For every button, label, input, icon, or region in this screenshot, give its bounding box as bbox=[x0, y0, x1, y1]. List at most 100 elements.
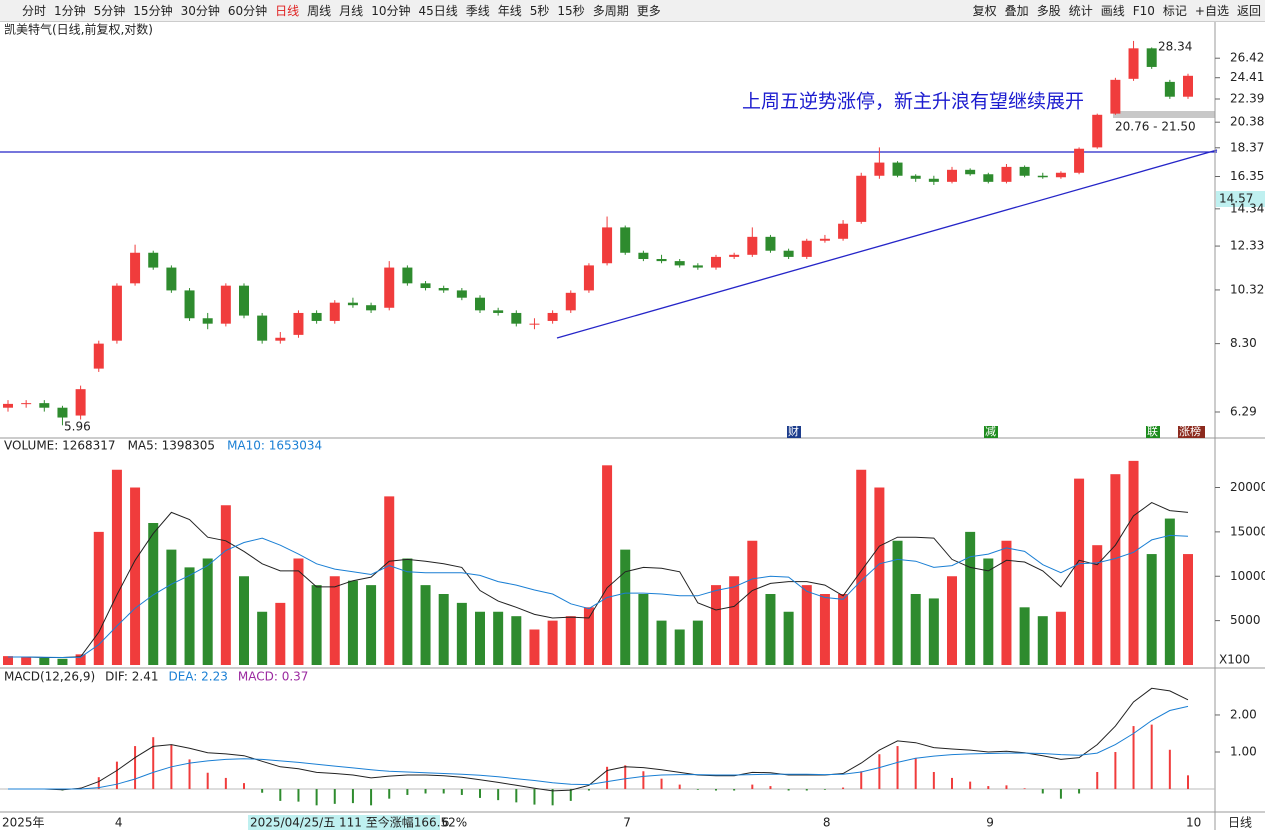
toolbar-button[interactable]: F10 bbox=[1132, 4, 1155, 18]
volume-bar bbox=[402, 558, 413, 665]
volume-bar bbox=[202, 558, 213, 665]
toolbar-button[interactable]: 1分钟 bbox=[54, 4, 86, 18]
volume-bar bbox=[384, 496, 395, 665]
toolbar-button[interactable]: 5分钟 bbox=[93, 4, 126, 18]
y-tick-label: 6.29 bbox=[1230, 404, 1257, 418]
event-label: 财 bbox=[788, 424, 799, 438]
candle-body bbox=[21, 403, 32, 405]
toolbar-button[interactable]: 45日线 bbox=[418, 4, 458, 18]
candle-body bbox=[39, 403, 50, 408]
candle-body bbox=[475, 297, 485, 311]
x-tick-label: 9 bbox=[986, 816, 994, 830]
candle-body bbox=[947, 169, 957, 182]
candle-body bbox=[892, 162, 903, 176]
toolbar-button[interactable]: 多股 bbox=[1036, 4, 1061, 18]
candle-body bbox=[1055, 172, 1066, 178]
volume-bar bbox=[420, 585, 431, 665]
candle-body bbox=[747, 236, 758, 255]
volume-bar bbox=[965, 531, 976, 665]
toolbar-button[interactable]: 画线 bbox=[1100, 4, 1125, 18]
candle-body bbox=[801, 240, 812, 257]
event-label: 涨榜 bbox=[1179, 424, 1201, 438]
toolbar-button[interactable]: 季线 bbox=[465, 4, 490, 18]
y-tick-label: 18.37 bbox=[1230, 140, 1264, 154]
toolbar-button[interactable]: 月线 bbox=[339, 4, 364, 18]
toolbar-button[interactable]: 10分钟 bbox=[371, 4, 411, 18]
period-label: 日线 bbox=[1228, 816, 1252, 830]
candle-body bbox=[329, 302, 340, 321]
toolbar-button[interactable]: 复权 bbox=[972, 4, 997, 18]
candle-body bbox=[184, 290, 195, 319]
candle-body bbox=[202, 318, 213, 324]
candle-body bbox=[384, 267, 395, 308]
legend-item: VOLUME: 1268317 bbox=[4, 439, 116, 453]
status: 2025/04/25/五 111 至今涨幅166.52% bbox=[250, 815, 467, 830]
volume-bar bbox=[21, 657, 32, 665]
y-tick-label: 14.34 bbox=[1230, 201, 1264, 215]
volume-bar bbox=[3, 656, 13, 665]
toolbar-button[interactable]: +自选 bbox=[1194, 4, 1229, 18]
candle-body bbox=[493, 310, 504, 313]
period-tabs: 分时 1分钟 5分钟 15分钟 30分钟 60分钟 日线 周线 月线 10分钟 45日线 季线 年线 5秒… bbox=[0, 0, 665, 21]
candle-body bbox=[148, 252, 159, 268]
event-tag bbox=[787, 426, 801, 438]
toolbar-button[interactable]: 标记 bbox=[1162, 4, 1187, 18]
toolbar-button[interactable]: 叠加 bbox=[1004, 4, 1029, 18]
toolbar-button[interactable]: 60分钟 bbox=[227, 4, 268, 18]
volume-bar bbox=[438, 594, 449, 665]
volume-bar bbox=[583, 607, 594, 665]
volume-bar bbox=[184, 567, 195, 665]
volume-bar bbox=[783, 611, 794, 665]
toolbar-button[interactable]: 30分钟 bbox=[180, 4, 220, 18]
candle-body bbox=[456, 290, 467, 298]
volume-bar bbox=[1164, 518, 1175, 665]
candle-body bbox=[1183, 75, 1193, 97]
volume-bar bbox=[1074, 478, 1085, 665]
volume-bar bbox=[311, 585, 322, 665]
toolbar-button[interactable]: 周线 bbox=[307, 4, 332, 18]
y-tick-label: 12.33 bbox=[1230, 239, 1264, 253]
toolbar-button[interactable]: 5秒 bbox=[529, 4, 550, 18]
legend-item: MACD(12,26,9) bbox=[4, 670, 95, 684]
candle-body bbox=[293, 312, 304, 335]
volume-bar bbox=[638, 594, 649, 665]
y-tick-label: 20000 bbox=[1230, 480, 1265, 494]
candle-body bbox=[438, 288, 449, 291]
cursor-price: 14.57 bbox=[1219, 192, 1253, 206]
candle-body bbox=[638, 252, 649, 259]
toolbar-button[interactable]: 15分钟 bbox=[133, 4, 173, 18]
toolbar-button[interactable]: 日线 bbox=[275, 4, 300, 18]
candle-body bbox=[838, 223, 849, 239]
toolbar-button[interactable]: 多周期 bbox=[592, 4, 629, 18]
toolbar-button[interactable]: 年线 bbox=[497, 4, 522, 18]
volume-bar bbox=[75, 654, 86, 665]
volume-bar bbox=[1092, 545, 1103, 665]
candle-body bbox=[57, 407, 68, 418]
y-tick-label: 26.42 bbox=[1230, 51, 1264, 65]
y-tick-label: 24.41 bbox=[1230, 70, 1264, 84]
toolbar-button[interactable]: 15秒 bbox=[557, 4, 585, 18]
low-label: 5.96 bbox=[64, 420, 91, 434]
toolbar-button[interactable]: 返回 bbox=[1236, 4, 1261, 18]
volume-bar bbox=[602, 465, 613, 665]
candle-body bbox=[166, 267, 177, 291]
candle-body bbox=[93, 343, 104, 369]
candle-body bbox=[347, 302, 358, 306]
event-label: 联 bbox=[1147, 425, 1158, 438]
candle-body bbox=[1092, 114, 1103, 148]
toolbar-button[interactable]: 统计 bbox=[1068, 4, 1093, 18]
toolbar-button[interactable]: 更多 bbox=[636, 4, 661, 18]
x-tick-label: 6 bbox=[442, 816, 450, 830]
event-label: 减 bbox=[985, 425, 996, 438]
legend-item: MACD: 0.37 bbox=[238, 670, 309, 684]
event-tag bbox=[984, 426, 998, 438]
volume-bar bbox=[93, 531, 104, 665]
volume-bar bbox=[239, 576, 249, 665]
candle-body bbox=[529, 323, 540, 325]
volume-bar bbox=[620, 549, 631, 665]
y-tick-label: 20.38 bbox=[1230, 115, 1264, 129]
candle-body bbox=[602, 227, 613, 264]
legend-item: MA10: 1653034 bbox=[227, 439, 322, 453]
volume-bar bbox=[475, 611, 485, 665]
toolbar-button[interactable]: 分时 bbox=[22, 4, 47, 18]
